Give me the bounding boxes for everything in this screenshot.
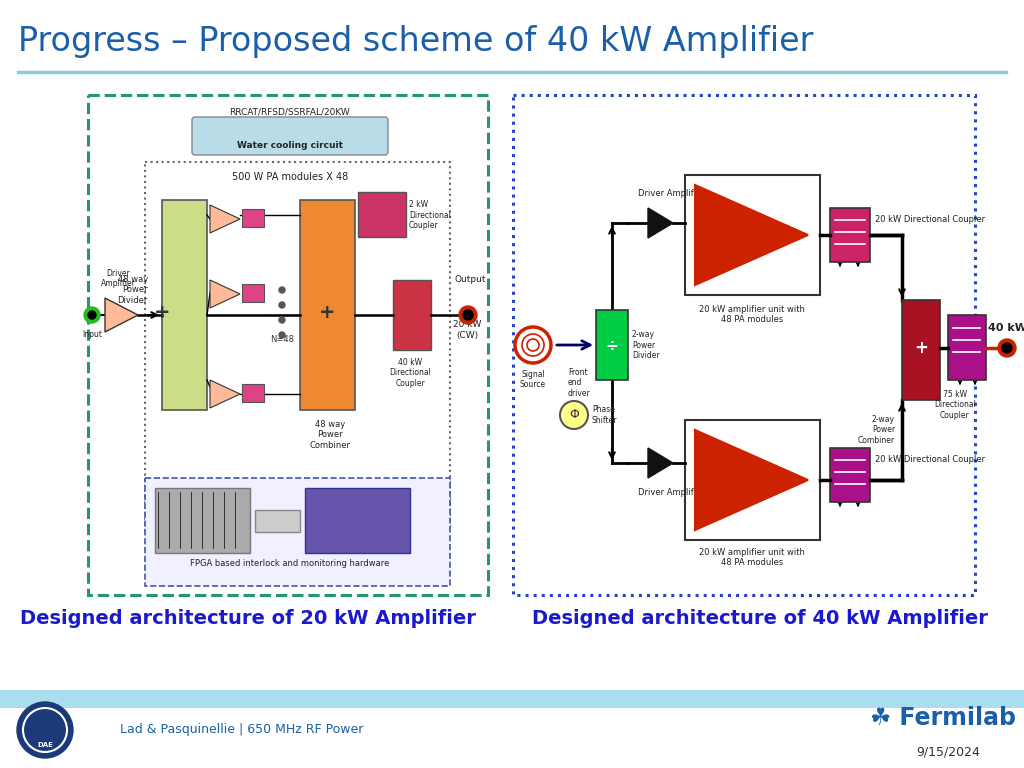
Text: ☘ Fermilab: ☘ Fermilab	[870, 706, 1016, 730]
Text: Designed architecture of 40 kW Amplifier: Designed architecture of 40 kW Amplifier	[532, 608, 988, 627]
Polygon shape	[105, 298, 138, 332]
Text: 20 kW
(CW): 20 kW (CW)	[453, 320, 481, 339]
Circle shape	[17, 702, 73, 758]
FancyBboxPatch shape	[145, 478, 450, 586]
FancyBboxPatch shape	[145, 162, 450, 530]
Text: 20 kW Directional Coupler: 20 kW Directional Coupler	[874, 455, 985, 465]
Text: RRCAT/RFSD/SSRFAL/20KW: RRCAT/RFSD/SSRFAL/20KW	[229, 108, 350, 117]
Text: Lad & Pasquinellie | 650 MHz RF Power: Lad & Pasquinellie | 650 MHz RF Power	[120, 723, 364, 737]
Circle shape	[459, 306, 477, 324]
Text: 75 kW
Directional
Coupler: 75 kW Directional Coupler	[934, 390, 976, 420]
FancyBboxPatch shape	[255, 510, 300, 532]
FancyBboxPatch shape	[300, 200, 355, 410]
Text: Phase
Shifter: Phase Shifter	[592, 406, 617, 425]
Text: 48 way
Power
Divider: 48 way Power Divider	[118, 275, 148, 305]
Polygon shape	[210, 380, 240, 408]
Text: N=48: N=48	[270, 336, 294, 345]
Text: Φ: Φ	[569, 409, 579, 422]
Text: Driver
Amplifier: Driver Amplifier	[100, 269, 135, 288]
Text: 2 kW
Directional
Coupler: 2 kW Directional Coupler	[409, 200, 451, 230]
Text: 40 kW: 40 kW	[987, 323, 1024, 333]
Circle shape	[998, 339, 1016, 357]
Polygon shape	[648, 448, 673, 478]
Text: DAE: DAE	[37, 742, 53, 748]
Circle shape	[560, 401, 588, 429]
FancyBboxPatch shape	[0, 690, 1024, 708]
FancyBboxPatch shape	[685, 420, 820, 540]
Text: Output: Output	[455, 276, 485, 284]
FancyBboxPatch shape	[155, 488, 250, 553]
Text: +: +	[914, 339, 928, 357]
Text: Front
end
driver: Front end driver	[568, 368, 591, 398]
Text: +: +	[154, 303, 170, 323]
Text: 20 kW amplifier unit with
48 PA modules: 20 kW amplifier unit with 48 PA modules	[699, 305, 805, 324]
Text: Driver Amplifier: Driver Amplifier	[638, 488, 705, 497]
Text: Input: Input	[82, 330, 102, 339]
Text: Designed architecture of 20 kW Amplifier: Designed architecture of 20 kW Amplifier	[20, 608, 476, 627]
FancyBboxPatch shape	[830, 208, 870, 262]
Circle shape	[463, 310, 473, 320]
Text: 40 kW
Directional
Coupler: 40 kW Directional Coupler	[389, 358, 431, 388]
FancyBboxPatch shape	[193, 117, 388, 155]
FancyBboxPatch shape	[948, 315, 986, 380]
Circle shape	[279, 287, 285, 293]
FancyBboxPatch shape	[358, 192, 406, 237]
Circle shape	[1002, 343, 1012, 353]
FancyBboxPatch shape	[513, 95, 975, 595]
Text: +: +	[318, 303, 335, 323]
Circle shape	[279, 302, 285, 308]
Polygon shape	[210, 280, 240, 308]
FancyBboxPatch shape	[902, 300, 940, 400]
Text: 20 kW Directional Coupler: 20 kW Directional Coupler	[874, 216, 985, 224]
FancyBboxPatch shape	[830, 448, 870, 502]
Text: Water cooling circuit: Water cooling circuit	[237, 141, 343, 150]
FancyBboxPatch shape	[242, 384, 264, 402]
Text: 20 kW amplifier unit with
48 PA modules: 20 kW amplifier unit with 48 PA modules	[699, 548, 805, 568]
FancyBboxPatch shape	[242, 284, 264, 302]
Circle shape	[88, 311, 96, 319]
Text: 500 W PA modules X 48: 500 W PA modules X 48	[231, 172, 348, 182]
Text: 48 way
Power
Combiner: 48 way Power Combiner	[309, 420, 350, 450]
Text: 2-way
Power
Combiner: 2-way Power Combiner	[858, 415, 895, 445]
Text: ÷: ÷	[605, 339, 618, 355]
Polygon shape	[210, 205, 240, 233]
FancyBboxPatch shape	[305, 488, 410, 553]
FancyBboxPatch shape	[242, 209, 264, 227]
Text: FPGA based interlock and monitoring hardware: FPGA based interlock and monitoring hard…	[190, 560, 390, 568]
FancyBboxPatch shape	[162, 200, 207, 410]
Polygon shape	[695, 430, 808, 530]
FancyBboxPatch shape	[88, 95, 488, 595]
Circle shape	[279, 317, 285, 323]
Text: Signal
Source: Signal Source	[520, 370, 546, 389]
Circle shape	[279, 332, 285, 338]
Text: 2-way
Power
Divider: 2-way Power Divider	[632, 330, 659, 360]
Polygon shape	[648, 208, 673, 238]
FancyBboxPatch shape	[685, 175, 820, 295]
FancyBboxPatch shape	[393, 280, 431, 350]
Circle shape	[84, 307, 100, 323]
FancyBboxPatch shape	[596, 310, 628, 380]
Text: Driver Amplifier: Driver Amplifier	[638, 189, 705, 198]
Text: Progress – Proposed scheme of 40 kW Amplifier: Progress – Proposed scheme of 40 kW Ampl…	[18, 25, 813, 58]
Text: 9/15/2024: 9/15/2024	[916, 746, 980, 759]
Polygon shape	[695, 185, 808, 285]
